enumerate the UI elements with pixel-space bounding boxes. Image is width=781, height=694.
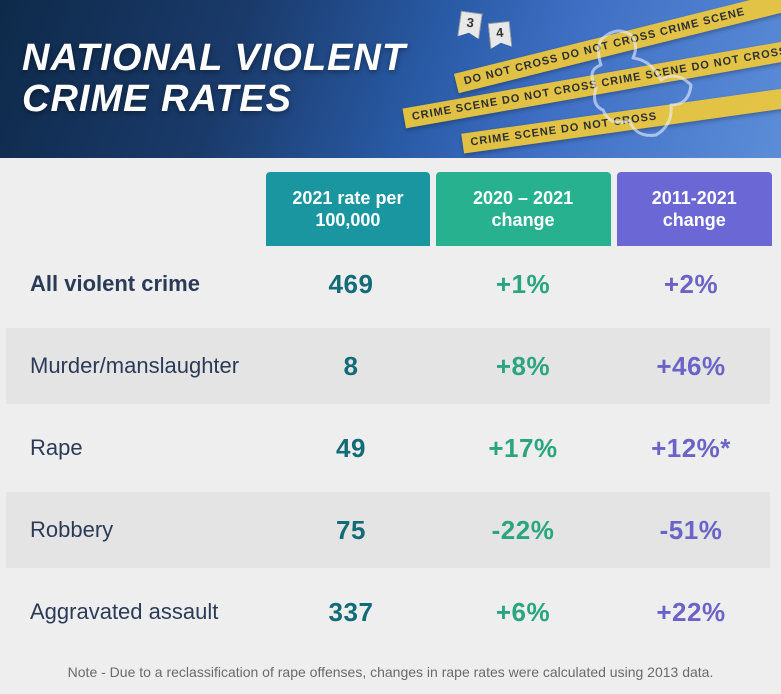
table-row: Robbery 75 -22% -51% <box>6 492 775 568</box>
cell-chg1: -22% <box>434 492 612 568</box>
cell-chg2: +22% <box>612 574 770 650</box>
cell-rate: 8 <box>268 328 434 404</box>
value-rate: 8 <box>344 351 359 382</box>
row-label-text: Murder/manslaughter <box>30 353 239 379</box>
title-line-2: CRIME RATES <box>22 78 292 120</box>
value-chg1: +17% <box>488 433 557 464</box>
value-rate: 75 <box>336 515 366 546</box>
title-line-1: NATIONAL VIOLENT <box>22 37 406 79</box>
value-chg2: +46% <box>656 351 725 382</box>
cell-chg1: +17% <box>434 410 612 486</box>
cell-chg2: -51% <box>612 492 770 568</box>
value-chg1: +8% <box>496 351 550 382</box>
col-header-change-10yr: 2011-2021 change <box>617 172 772 246</box>
row-label: Robbery <box>6 492 268 568</box>
table-row: All violent crime 469 +1% +2% <box>6 246 775 322</box>
cell-chg2: +2% <box>612 246 770 322</box>
table-header-row: 2021 rate per 100,000 2020 – 2021 change… <box>6 172 775 246</box>
value-chg1: -22% <box>492 515 555 546</box>
cell-chg2: +46% <box>612 328 770 404</box>
value-chg1: +6% <box>496 597 550 628</box>
page-title: NATIONAL VIOLENT CRIME RATES <box>22 38 406 120</box>
col-header-change-1yr: 2020 – 2021 change <box>436 172 611 246</box>
row-label-text: Rape <box>30 435 83 461</box>
footnote: Note - Due to a reclassification of rape… <box>6 650 775 688</box>
row-label: Aggravated assault <box>6 574 268 650</box>
row-label-text: Robbery <box>30 517 113 543</box>
evidence-marker: 4 <box>488 21 513 49</box>
row-label: Murder/manslaughter <box>6 328 268 404</box>
row-label: All violent crime <box>6 246 268 322</box>
cell-chg2: +12%* <box>612 410 770 486</box>
value-chg2: +22% <box>656 597 725 628</box>
chalk-outline-icon <box>561 10 761 158</box>
value-rate: 49 <box>336 433 366 464</box>
value-rate: 469 <box>329 269 374 300</box>
cell-chg1: +8% <box>434 328 612 404</box>
cell-chg1: +6% <box>434 574 612 650</box>
col-header-rate: 2021 rate per 100,000 <box>266 172 429 246</box>
cell-chg1: +1% <box>434 246 612 322</box>
value-rate: 337 <box>329 597 374 628</box>
value-chg1: +1% <box>496 269 550 300</box>
table-row: Aggravated assault 337 +6% +22% <box>6 574 775 650</box>
cell-rate: 337 <box>268 574 434 650</box>
cell-rate: 49 <box>268 410 434 486</box>
value-chg2: +12%* <box>651 433 731 464</box>
value-chg2: +2% <box>664 269 718 300</box>
header-spacer <box>6 172 263 246</box>
row-label-text: Aggravated assault <box>30 599 218 625</box>
value-chg2: -51% <box>660 515 723 546</box>
row-label-text: All violent crime <box>30 271 200 297</box>
banner: 3 4 DO NOT CROSS DO NOT CROSS CRIME SCEN… <box>0 0 781 158</box>
row-label: Rape <box>6 410 268 486</box>
cell-rate: 469 <box>268 246 434 322</box>
evidence-marker: 3 <box>457 11 482 40</box>
cell-rate: 75 <box>268 492 434 568</box>
table-row: Murder/manslaughter 8 +8% +46% <box>6 328 775 404</box>
table-row: Rape 49 +17% +12%* <box>6 410 775 486</box>
crime-table: 2021 rate per 100,000 2020 – 2021 change… <box>0 158 781 694</box>
